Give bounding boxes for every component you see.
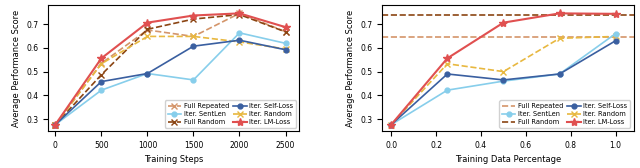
Legend: Full Repeated, Iter. SentLen, Full Random, Iter. Self-Loss, Iter. Random, Iter. : Full Repeated, Iter. SentLen, Full Rando… [499, 100, 630, 128]
X-axis label: Training Steps: Training Steps [144, 155, 204, 164]
Y-axis label: Average Performance Score: Average Performance Score [346, 9, 355, 127]
Legend: Full Repeated, Iter. SentLen, Full Random, Iter. Self-Loss, Iter. Random, Iter. : Full Repeated, Iter. SentLen, Full Rando… [165, 100, 296, 128]
X-axis label: Training Data Percentage: Training Data Percentage [455, 155, 561, 164]
Y-axis label: Average Performance Score: Average Performance Score [12, 9, 20, 127]
